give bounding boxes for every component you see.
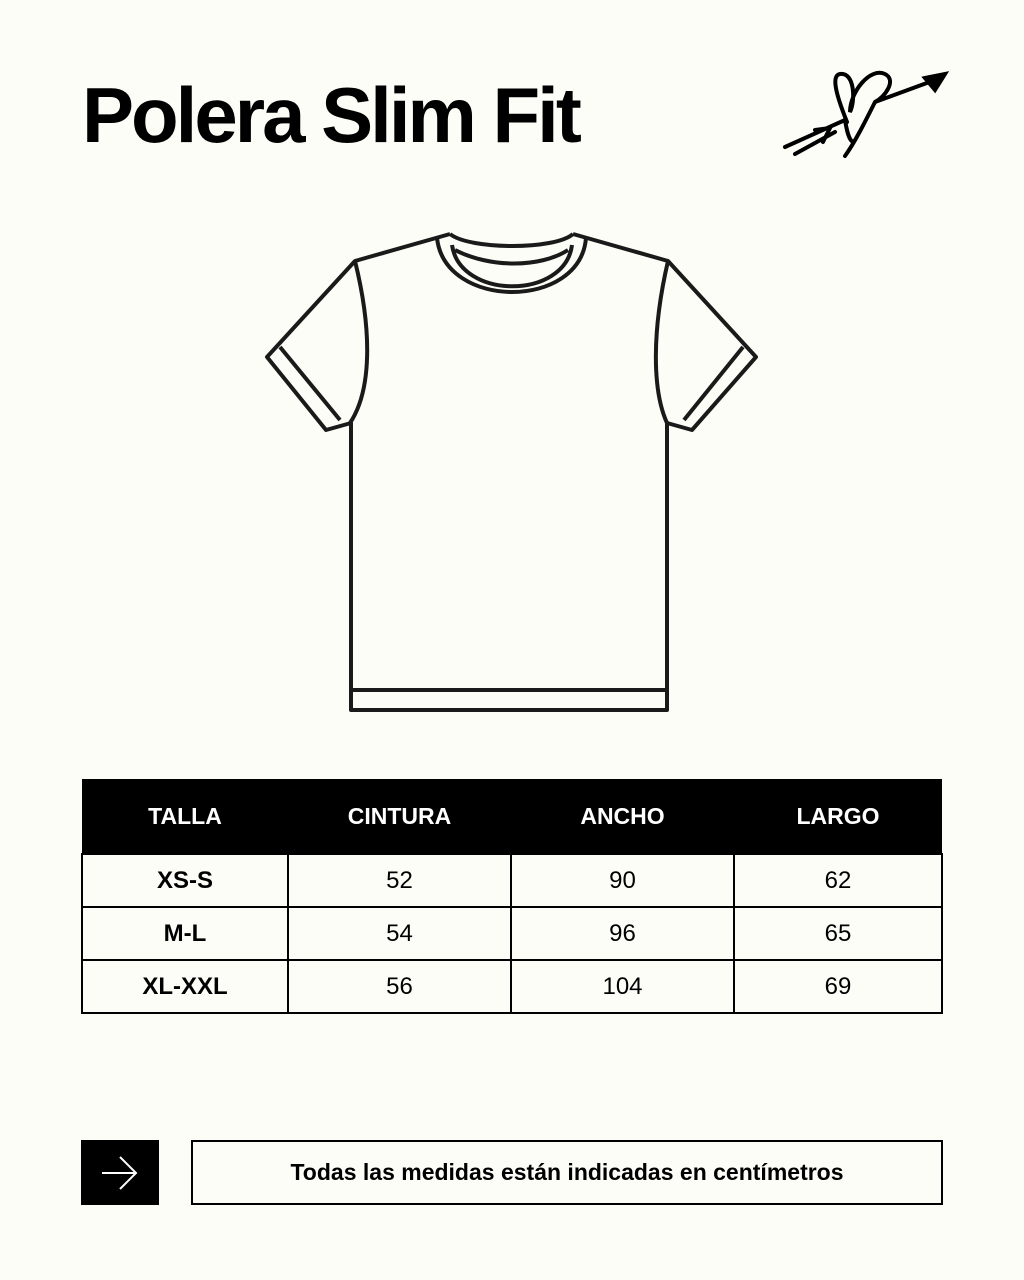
arrow-box (81, 1140, 159, 1205)
table-row: XL-XXL 56 104 69 (81, 959, 943, 1014)
measurement-note: Todas las medidas están indicadas en cen… (191, 1140, 943, 1205)
cell-size: XL-XXL (81, 959, 289, 1014)
header-cintura: CINTURA (288, 779, 511, 854)
heart-arrow-icon (783, 70, 950, 158)
cell-cintura: 56 (287, 959, 512, 1014)
cell-size: M-L (81, 906, 289, 961)
table-header-row: TALLA CINTURA ANCHO LARGO (82, 779, 942, 854)
cell-ancho: 90 (510, 853, 735, 908)
cell-cintura: 52 (287, 853, 512, 908)
cell-largo: 62 (733, 853, 943, 908)
cell-size: XS-S (81, 853, 289, 908)
tshirt-outline-icon (265, 232, 758, 712)
table-row: M-L 54 96 65 (81, 906, 943, 961)
header-ancho: ANCHO (511, 779, 734, 854)
table-row: XS-S 52 90 62 (81, 853, 943, 908)
cell-cintura: 54 (287, 906, 512, 961)
cell-largo: 65 (733, 906, 943, 961)
cell-ancho: 96 (510, 906, 735, 961)
arrow-right-icon (102, 1155, 138, 1190)
cell-largo: 69 (733, 959, 943, 1014)
header-largo: LARGO (734, 779, 942, 854)
page-title: Polera Slim Fit (82, 71, 582, 159)
size-table: TALLA CINTURA ANCHO LARGO XS-S 52 90 62 … (81, 779, 943, 1014)
cell-ancho: 104 (510, 959, 735, 1014)
header-talla: TALLA (82, 779, 288, 854)
